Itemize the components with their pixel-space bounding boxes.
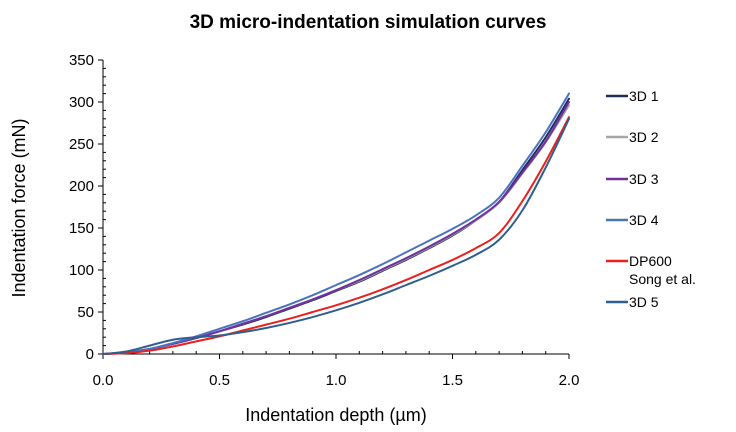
legend-label-dp600: DP600 Song et al. bbox=[629, 253, 696, 287]
y-tick-label: 100 bbox=[69, 262, 94, 279]
y-axis-title: Indentation force (mN) bbox=[9, 118, 29, 297]
series-line-3d-2 bbox=[102, 104, 570, 355]
x-axis-title: Indentation depth (µm) bbox=[245, 405, 426, 425]
y-tick-label: 350 bbox=[69, 52, 94, 69]
legend-label-3d-1: 3D 1 bbox=[629, 88, 659, 104]
series-line-dp600 bbox=[102, 116, 570, 355]
legend: 3D 1 3D 2 3D 3 3D 4 DP600 Song et al. 3D 5 bbox=[606, 88, 696, 310]
legend-label-3d-2: 3D 2 bbox=[629, 129, 659, 145]
x-tick-label: 0.0 bbox=[93, 372, 114, 389]
y-tick-label: 50 bbox=[77, 304, 94, 321]
series-line-3d-5 bbox=[102, 117, 570, 355]
plot-area: 0 50 100 150 200 250 300 350 0.0 0.5 1.0 1.5 2.0 bbox=[69, 52, 579, 389]
chart-title: 3D micro-indentation simulation curves bbox=[190, 12, 547, 33]
legend-label-3d-3: 3D 3 bbox=[629, 171, 659, 187]
x-tick-label: 1.0 bbox=[326, 372, 347, 389]
series-line-3d-3 bbox=[102, 101, 570, 355]
y-tick-label: 200 bbox=[69, 178, 94, 195]
x-tick-label: 2.0 bbox=[559, 372, 580, 389]
series-line-3d-1 bbox=[102, 97, 570, 355]
y-tick-label: 150 bbox=[69, 220, 94, 237]
legend-label-3d-4: 3D 4 bbox=[629, 212, 659, 228]
y-tick-label: 300 bbox=[69, 94, 94, 111]
x-tick-label: 0.5 bbox=[209, 372, 230, 389]
legend-label-3d-5: 3D 5 bbox=[629, 294, 659, 310]
series-line-3d-4 bbox=[102, 92, 570, 355]
x-tick-label: 1.5 bbox=[442, 372, 463, 389]
y-tick-label: 0 bbox=[86, 346, 94, 363]
y-tick-label: 250 bbox=[69, 136, 94, 153]
